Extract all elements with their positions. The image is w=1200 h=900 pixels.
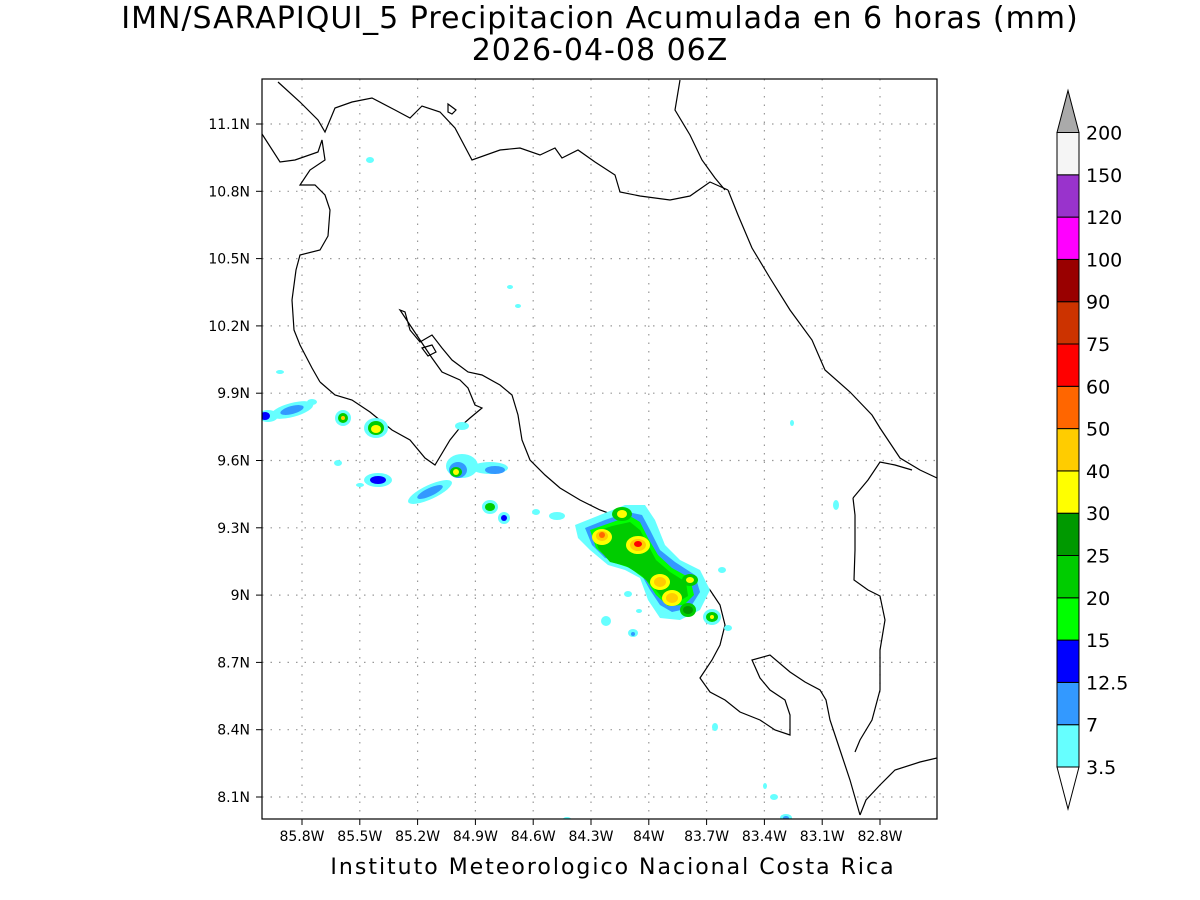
lat-tick-label: 9N [231,588,250,604]
nicaragua-coast [674,79,726,191]
lat-tick-label: 9.9N [217,386,250,402]
lon-tick-label: 84W [633,829,665,845]
nicoya-peninsula [319,308,861,816]
precipitation-field [262,157,839,819]
map-gridlines [262,79,937,819]
colorbar-segment [1056,385,1080,430]
colorbar-segment [1056,555,1080,599]
colorbar-label: 25 [1086,546,1110,568]
colorbar-label: 3.5 [1086,757,1116,779]
lon-tick-label: 84.9W [453,829,498,845]
lon-tick-label: 85.2W [395,829,440,845]
colorbar-segment [1056,132,1080,176]
lon-tick-label: 83.7W [684,829,729,845]
colorbar-label: 75 [1086,334,1110,356]
colorbar-label: 60 [1086,376,1110,398]
lat-tick-label: 9.3N [217,521,250,537]
credit-text: Instituto Meteorologico Nacional Costa R… [330,855,896,880]
bocas-coast [852,461,913,499]
nicoya-lake [421,344,437,357]
colorbar-label: 50 [1086,419,1110,441]
colorbar-label: 200 [1086,123,1122,145]
axis-ticks: 85.8W 85.5W 85.2W 84.9W 84.6W 84.3W 84W 83.7W 83… [208,117,902,845]
lon-tick-label: 84.6W [511,829,556,845]
colorbar-segment [1056,428,1080,472]
island [447,102,457,115]
map-frame [261,78,938,820]
colorbar-segment [1056,681,1080,726]
lon-tick-label: 85.5W [337,829,382,845]
pacific-coast-north [262,133,331,383]
lat-tick-label: 8.1N [217,790,250,806]
colorbar-label: 20 [1086,588,1110,610]
colorbar-segment [1056,216,1080,260]
colorbar-segment [1056,258,1080,303]
colorbar-label: 90 [1086,292,1110,314]
colorbar-label: 15 [1086,630,1110,652]
lon-tick-label: 82.8W [857,829,902,845]
lat-tick-label: 11.1N [208,117,250,133]
colorbar-segment [1056,724,1080,768]
colorbar-min-triangle [1056,766,1080,811]
colorbar-segment [1056,470,1080,514]
colorbar-segment [1056,639,1080,683]
lat-tick-label: 10.2N [208,319,250,335]
map-subtitle: 2026-04-08 06Z [471,33,729,68]
lat-tick-label: 9.6N [217,454,250,470]
costa-rica-panama-border [852,497,886,753]
lat-tick-label: 8.4N [217,723,250,739]
colorbar-label: 7 [1086,715,1098,737]
colorbar-segment [1056,343,1080,387]
lon-tick-label: 84.3W [568,829,613,845]
colorbar-segment [1056,174,1080,218]
panama-border [859,757,937,816]
lat-tick-label: 10.8N [208,184,250,200]
lat-tick-label: 10.5N [208,252,250,268]
colorbar-label: 150 [1086,165,1122,187]
map-title: IMN/SARAPIQUI_5 Precipitacion Acumulada … [121,1,1079,36]
colorbar: 3.5 7 12.5 15 20 25 30 40 50 60 75 90 100 120 150 200 [1056,88,1128,811]
lon-tick-label: 85.8W [279,829,324,845]
lat-tick-label: 8.7N [217,655,250,671]
colorbar-label: 120 [1086,207,1122,229]
nicaragua-border [277,81,729,201]
colorbar-segment [1056,301,1080,345]
lon-tick-label: 83.4W [742,829,787,845]
colorbar-max-triangle [1056,88,1080,133]
colorbar-segment [1056,597,1080,641]
coastline-borders [262,79,937,816]
lon-tick-label: 83.1W [800,829,845,845]
colorbar-label: 100 [1086,249,1122,271]
colorbar-label: 12.5 [1086,672,1128,694]
caribbean-coast [727,189,937,479]
colorbar-label: 30 [1086,503,1110,525]
colorbar-label: 40 [1086,461,1110,483]
colorbar-segment [1056,512,1080,557]
